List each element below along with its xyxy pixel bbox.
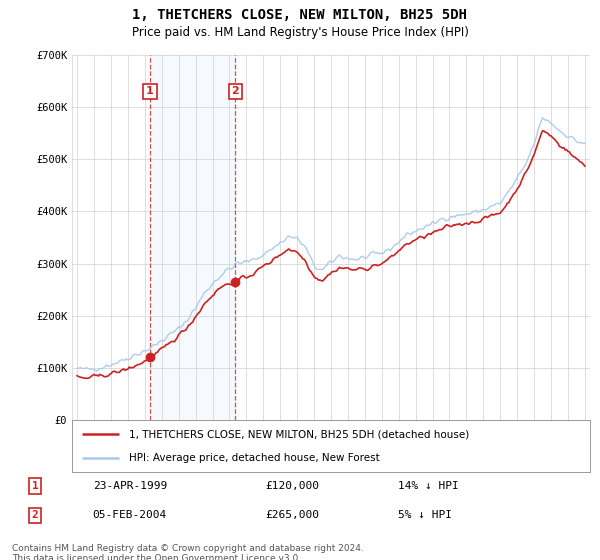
Bar [150,55,235,420]
Text: 5% ↓ HPI: 5% ↓ HPI [398,510,452,520]
Text: 1: 1 [32,481,38,491]
Text: 14% ↓ HPI: 14% ↓ HPI [398,481,458,491]
Text: £265,000: £265,000 [265,510,319,520]
Text: 2: 2 [32,510,38,520]
Text: Contains HM Land Registry data © Crown copyright and database right 2024.
This d: Contains HM Land Registry data © Crown c… [12,544,364,560]
Text: 1, THETCHERS CLOSE, NEW MILTON, BH25 5DH: 1, THETCHERS CLOSE, NEW MILTON, BH25 5DH [133,8,467,22]
Text: HPI: Average price, detached house, New Forest: HPI: Average price, detached house, New … [129,453,380,463]
Text: 2: 2 [232,86,239,96]
Text: Price paid vs. HM Land Registry's House Price Index (HPI): Price paid vs. HM Land Registry's House … [131,26,469,39]
Text: 05-FEB-2004: 05-FEB-2004 [92,510,167,520]
Text: 1, THETCHERS CLOSE, NEW MILTON, BH25 5DH (detached house): 1, THETCHERS CLOSE, NEW MILTON, BH25 5DH… [129,429,469,439]
Text: 1: 1 [146,86,154,96]
Text: £120,000: £120,000 [265,481,319,491]
Text: 23-APR-1999: 23-APR-1999 [92,481,167,491]
